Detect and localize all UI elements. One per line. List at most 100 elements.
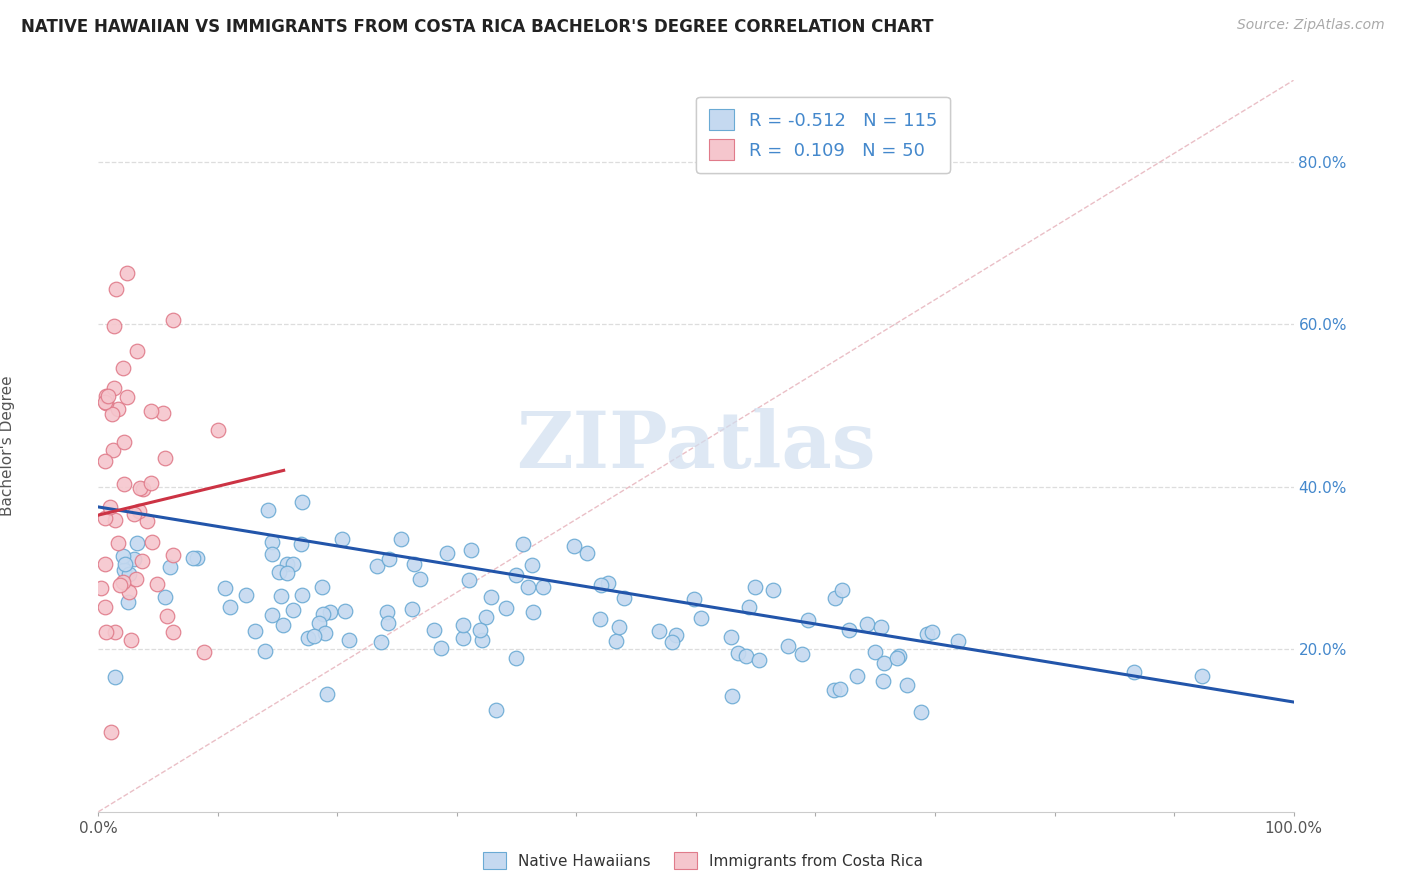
Point bbox=[665, 627, 688, 641]
Point bbox=[218, 600, 240, 615]
Point bbox=[90, 582, 112, 596]
Point bbox=[1191, 668, 1213, 682]
Point bbox=[311, 580, 333, 594]
Point bbox=[591, 578, 613, 592]
Point bbox=[330, 532, 353, 546]
Point bbox=[257, 502, 280, 516]
Point bbox=[129, 481, 152, 495]
Point bbox=[162, 313, 184, 327]
Point bbox=[111, 361, 134, 376]
Point bbox=[838, 624, 860, 638]
Point bbox=[125, 343, 148, 358]
Point bbox=[856, 617, 879, 632]
Point bbox=[605, 634, 627, 648]
Point bbox=[451, 631, 474, 645]
Point bbox=[607, 619, 630, 633]
Point bbox=[122, 552, 145, 566]
Point bbox=[846, 668, 869, 682]
Point bbox=[312, 607, 335, 621]
Point bbox=[408, 573, 430, 587]
Point bbox=[824, 591, 846, 606]
Point bbox=[141, 475, 163, 490]
Point bbox=[135, 515, 157, 529]
Point bbox=[314, 626, 336, 640]
Point bbox=[104, 625, 127, 640]
Point bbox=[141, 534, 163, 549]
Point bbox=[460, 543, 482, 558]
Point bbox=[162, 625, 184, 640]
Point bbox=[761, 582, 783, 597]
Point bbox=[389, 532, 412, 546]
Point bbox=[120, 633, 142, 648]
Point bbox=[297, 631, 319, 645]
Point bbox=[156, 609, 179, 624]
Point bbox=[127, 536, 149, 550]
Point bbox=[262, 535, 284, 549]
Point bbox=[734, 649, 756, 664]
Point bbox=[94, 557, 117, 571]
Point bbox=[1123, 665, 1146, 680]
Point bbox=[738, 599, 761, 614]
Point bbox=[94, 511, 117, 525]
Point bbox=[111, 575, 134, 590]
Point bbox=[370, 635, 392, 649]
Point bbox=[562, 539, 585, 553]
Point bbox=[153, 591, 176, 605]
Point bbox=[283, 603, 305, 617]
Point bbox=[598, 576, 620, 591]
Point bbox=[648, 624, 671, 639]
Text: ZIPatlas: ZIPatlas bbox=[516, 408, 876, 484]
Point bbox=[98, 500, 121, 515]
Point bbox=[863, 644, 886, 658]
Point bbox=[910, 705, 932, 719]
Point bbox=[112, 549, 135, 564]
Point bbox=[375, 606, 398, 620]
Point bbox=[112, 563, 135, 577]
Point bbox=[720, 630, 742, 644]
Point bbox=[690, 611, 713, 625]
Point bbox=[253, 644, 276, 658]
Point bbox=[112, 435, 135, 450]
Text: Source: ZipAtlas.com: Source: ZipAtlas.com bbox=[1237, 18, 1385, 32]
Point bbox=[589, 612, 612, 626]
Point bbox=[505, 651, 527, 665]
Point bbox=[896, 678, 918, 692]
Point bbox=[377, 616, 399, 631]
Point bbox=[889, 648, 911, 663]
Point bbox=[291, 588, 314, 602]
Point bbox=[366, 559, 388, 574]
Point bbox=[430, 641, 453, 656]
Point bbox=[110, 578, 132, 592]
Point bbox=[271, 618, 294, 632]
Point bbox=[107, 536, 129, 550]
Point bbox=[96, 396, 118, 410]
Point bbox=[453, 618, 475, 632]
Point bbox=[308, 616, 330, 631]
Point bbox=[337, 632, 360, 647]
Point bbox=[103, 442, 125, 457]
Point bbox=[128, 504, 150, 518]
Point bbox=[512, 537, 534, 551]
Point bbox=[517, 580, 540, 594]
Point bbox=[683, 592, 706, 607]
Point bbox=[319, 605, 342, 619]
Point bbox=[335, 604, 357, 618]
Point bbox=[823, 682, 845, 697]
Point bbox=[159, 560, 181, 574]
Point bbox=[290, 537, 312, 551]
Point bbox=[522, 605, 544, 619]
Point bbox=[153, 451, 176, 466]
Point bbox=[94, 600, 117, 615]
Point bbox=[145, 576, 167, 591]
Point bbox=[302, 629, 325, 643]
Point bbox=[235, 588, 257, 602]
Text: NATIVE HAWAIIAN VS IMMIGRANTS FROM COSTA RICA BACHELOR'S DEGREE CORRELATION CHAR: NATIVE HAWAIIAN VS IMMIGRANTS FROM COSTA… bbox=[21, 18, 934, 36]
Point bbox=[796, 613, 818, 627]
Point bbox=[103, 318, 125, 333]
Point bbox=[152, 406, 174, 420]
Point bbox=[117, 595, 139, 609]
Point bbox=[316, 687, 339, 701]
Point bbox=[468, 624, 491, 638]
Point bbox=[276, 566, 298, 580]
Point bbox=[828, 681, 851, 696]
